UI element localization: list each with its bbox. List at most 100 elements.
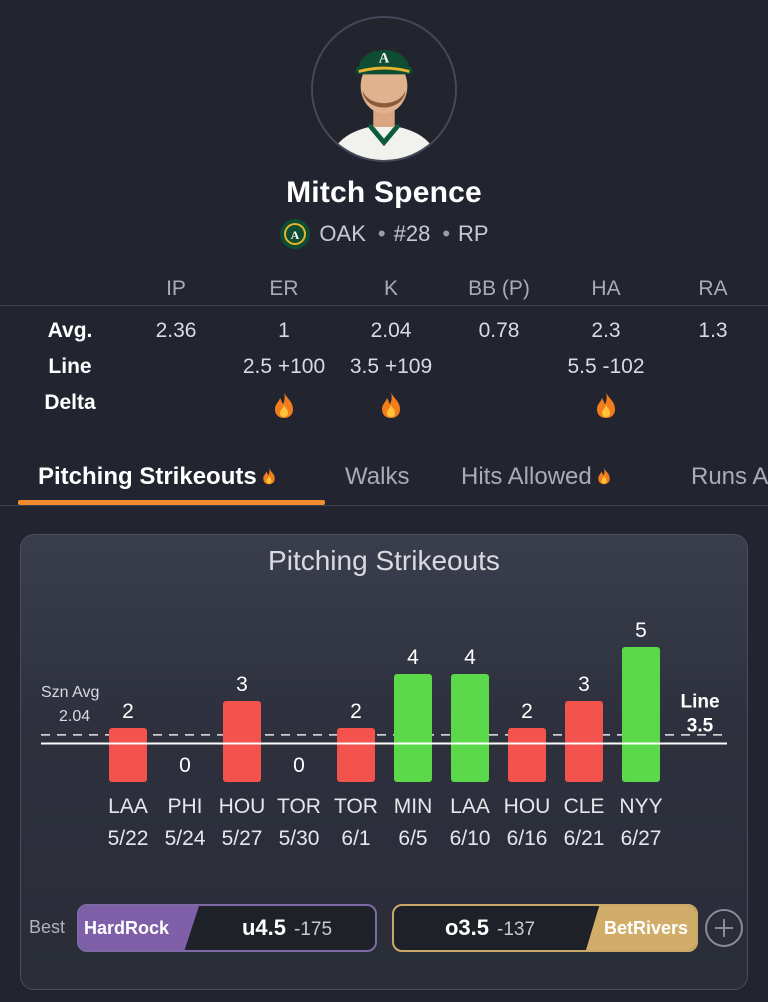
bar-value-label: 2: [350, 700, 362, 723]
player-position: RP: [458, 221, 489, 246]
player-photo: A: [313, 18, 455, 160]
col-header-bb: BB (P): [468, 277, 530, 300]
x-tick-date: 6/16: [507, 827, 548, 850]
separator-dot: •: [377, 221, 386, 246]
chart-bar: [394, 674, 432, 782]
fire-icon: [273, 391, 295, 419]
chart-bar: [451, 674, 489, 782]
stats-row-line: Line 2.5 +100 3.5 +109 5.5 -102: [0, 349, 768, 385]
x-tick-date: 5/30: [279, 827, 320, 850]
chart-bar: [337, 728, 375, 782]
stats-header-row: IP ER K BB (P) HA RA: [0, 270, 768, 306]
chart-bar: [109, 728, 147, 782]
under-price: -175: [294, 919, 333, 940]
row-label-line: Line: [48, 355, 92, 378]
fire-icon: [262, 466, 276, 486]
under-odds: u4.5 -175: [199, 915, 375, 941]
x-tick-opponent: CLE: [564, 795, 605, 818]
bar-value-label: 0: [293, 754, 305, 777]
row-label-avg: Avg.: [47, 319, 93, 342]
over-price: -137: [497, 919, 536, 940]
x-tick-opponent: LAA: [108, 795, 148, 818]
strikeouts-chart: Szn Avg 2.04 2 LAA 5/22 0 PHI 5/24 3 HOU 5/27 0 TOR 5…: [41, 619, 727, 850]
x-tick-date: 5/22: [108, 827, 149, 850]
col-header-k: K: [383, 277, 398, 300]
line-ha: 5.5 -102: [567, 355, 645, 378]
avg-er: 1: [278, 319, 290, 342]
svg-text:A: A: [379, 51, 390, 67]
delta-er: [229, 385, 339, 421]
x-tick-date: 6/27: [621, 827, 662, 850]
over-line: o3.5: [444, 915, 489, 940]
fire-icon: [595, 391, 617, 419]
player-name: Mitch Spence: [286, 176, 482, 209]
x-tick-date: 5/24: [165, 827, 206, 850]
delta-ha: [551, 385, 661, 421]
chart-bar: [223, 701, 261, 782]
x-tick-date: 5/27: [222, 827, 263, 850]
season-avg-label: Szn Avg: [41, 684, 99, 701]
col-header-ha: HA: [591, 277, 621, 300]
season-avg-value: 2.04: [59, 708, 90, 725]
col-header-ra: RA: [698, 277, 728, 300]
prop-line-value: 3.5: [687, 716, 714, 737]
chart-bar: [508, 728, 546, 782]
x-tick-opponent: HOU: [219, 795, 266, 818]
avg-ra: 1.3: [698, 319, 728, 342]
bar-value-label: 5: [635, 619, 647, 642]
avg-ha: 2.3: [591, 319, 621, 342]
line-er: 2.5 +100: [242, 355, 326, 378]
tab-hits-allowed[interactable]: Hits Allowed: [461, 452, 611, 502]
svg-text:A: A: [291, 228, 300, 242]
sportsbook-betrivers: BetRivers: [586, 906, 696, 950]
add-icon[interactable]: [705, 909, 743, 947]
player-avatar: A: [311, 16, 457, 162]
team-logo-icon: A: [279, 218, 311, 250]
stats-row-avg: Avg. 2.36 1 2.04 0.78 2.3 1.3: [0, 313, 768, 349]
x-tick-date: 6/10: [450, 827, 491, 850]
tab-walks[interactable]: Walks: [345, 452, 409, 502]
tab-runs-allowed[interactable]: Runs A: [691, 452, 768, 502]
over-odds: o3.5 -137: [394, 915, 586, 941]
bar-value-label: 0: [179, 754, 191, 777]
delta-k: [336, 385, 446, 421]
tab-label: Runs A: [691, 463, 768, 490]
line-k: 3.5 +109: [349, 355, 433, 378]
chart-bar: [622, 647, 660, 782]
tab-pitching-strikeouts[interactable]: Pitching Strikeouts: [38, 452, 276, 502]
bar-value-label: 3: [236, 673, 248, 696]
stats-row-delta: Delta: [0, 385, 768, 421]
x-tick-date: 6/1: [341, 827, 370, 850]
tab-label: Walks: [345, 463, 410, 490]
avg-k: 2.04: [370, 319, 412, 342]
under-odds-button[interactable]: HardRock u4.5 -175: [77, 904, 377, 952]
chart-bar: [565, 701, 603, 782]
sportsbook-hardrock: HardRock: [79, 906, 199, 950]
col-header-er: ER: [269, 277, 299, 300]
under-line: u4.5: [241, 915, 286, 940]
bar-value-label: 2: [122, 700, 134, 723]
x-tick-opponent: NYY: [619, 795, 662, 818]
x-tick-opponent: LAA: [450, 795, 490, 818]
team-abbr: OAK: [319, 221, 366, 246]
x-tick-date: 6/21: [564, 827, 605, 850]
stat-tabs: Pitching Strikeouts Walks Hits Allowed R…: [0, 452, 768, 506]
fire-icon: [597, 466, 611, 486]
col-header-ip: IP: [166, 277, 186, 300]
x-tick-date: 6/5: [398, 827, 427, 850]
chart-title: Pitching Strikeouts: [268, 545, 500, 576]
over-odds-button[interactable]: o3.5 -137 BetRivers: [392, 904, 698, 952]
bar-value-label: 3: [578, 673, 590, 696]
fire-icon: [380, 391, 402, 419]
x-tick-opponent: TOR: [277, 795, 321, 818]
prop-line-label: Line: [680, 692, 719, 713]
jersey-number: #28: [393, 221, 431, 246]
x-tick-opponent: HOU: [504, 795, 551, 818]
avg-ip: 2.36: [155, 319, 197, 342]
row-label-delta: Delta: [44, 391, 96, 414]
x-tick-opponent: PHI: [167, 795, 202, 818]
stats-table: IP ER K BB (P) HA RA Avg. 2.36 1 2.04 0.…: [0, 270, 768, 421]
separator-dot: •: [442, 221, 451, 246]
strikeouts-card: Pitching Strikeouts Szn Avg 2.04 2 LAA 5/22 0…: [20, 534, 748, 990]
tab-label: Pitching Strikeouts: [38, 463, 257, 490]
